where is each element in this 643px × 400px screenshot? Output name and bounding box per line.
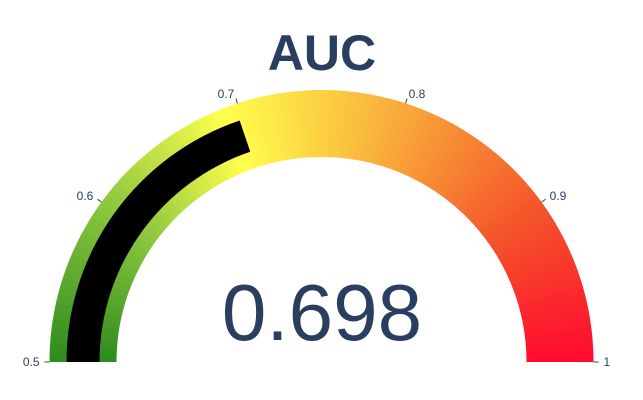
gauge-band-segment: [452, 152, 502, 209]
gauge-band-segment: [366, 96, 390, 164]
gauge-band-segment: [390, 106, 423, 172]
gauge-band-segment: [270, 93, 290, 161]
gauge-band-segment: [506, 246, 572, 281]
gauge-band-segment: [378, 100, 407, 168]
gauge-band-segment: [494, 216, 556, 258]
gauge-tick-label: 0.7: [218, 87, 235, 101]
gauge-band-segment: [253, 96, 278, 164]
gauge-band-segment: [327, 90, 340, 158]
gauge-band-segment: [509, 253, 575, 287]
gauge-band-segment: [359, 94, 382, 163]
gauge-band-segment: [483, 195, 542, 242]
gauge-band-segment: [520, 294, 588, 318]
gauge-tick-label: 0.9: [550, 189, 567, 203]
gauge-tick-mark: [97, 198, 102, 203]
gauge-band-segment: [304, 90, 316, 158]
gauge-band-segment: [408, 115, 446, 180]
gauge-band-segment: [524, 327, 593, 344]
gauge-band-segment: [516, 277, 583, 306]
gauge-band-segment: [384, 103, 415, 170]
gauge-band-segment: [487, 202, 547, 248]
gauge-band-segment: [287, 91, 303, 159]
gauge-band-segment: [491, 209, 552, 253]
gauge-ticks: 0.5 0.6 0.7 0.8 0.9 1: [23, 87, 611, 369]
gauge-band-segment: [457, 157, 509, 213]
gauge-band-segment: [237, 100, 265, 168]
gauge-band-segment: [461, 163, 515, 218]
gauge-band-segment: [278, 92, 297, 160]
gauge-band-segment: [447, 147, 496, 205]
gauge-band-segment: [518, 286, 586, 312]
gauge-value-bar: [66, 120, 251, 362]
gauge-tick-label: 1: [604, 355, 611, 369]
gauge-band-segment: [414, 119, 454, 183]
gauge-tick-mark: [405, 98, 408, 104]
gauge-band-segment: [402, 112, 438, 177]
gauge-band-segment: [334, 90, 348, 158]
gauge-band-segment: [522, 311, 591, 331]
gauge-band-segment: [312, 89, 323, 158]
gauge-band-segment: [340, 91, 357, 159]
gauge-band-segment: [475, 182, 532, 232]
gauge-tick-label: 0.6: [77, 189, 94, 203]
gauge-band-segment: [436, 137, 482, 197]
gauge-band-segment: [526, 353, 594, 362]
gauge-value-label: 0.698: [222, 268, 422, 357]
gauge-band-segment: [470, 175, 526, 227]
gauge-band-segment: [420, 123, 461, 186]
gauge-band-segment: [497, 223, 561, 264]
gauge-band-segment: [466, 169, 521, 222]
gauge-band-segment: [353, 93, 374, 161]
gauge-band-segment: [441, 141, 489, 201]
gauge-band-segment: [526, 344, 594, 356]
gauge-band-segment: [425, 127, 468, 190]
gauge-band-segment: [347, 92, 365, 160]
gauge-tick-label: 0.8: [409, 87, 426, 101]
gauge-band-segment: [245, 98, 271, 166]
gauge-band-segment: [504, 238, 568, 276]
gauge-tick-mark: [235, 98, 238, 104]
gauge-band-segment: [262, 94, 284, 162]
gauge-band-segment: [523, 319, 592, 337]
chart-title: AUC: [268, 25, 376, 81]
gauge-band-segment: [521, 302, 589, 324]
gauge-band-segment: [372, 98, 398, 166]
gauge-tick-label: 0.5: [23, 355, 40, 369]
gauge-band-segment: [479, 188, 537, 237]
gauge-band-segment: [431, 132, 475, 193]
gauge-tick-mark: [541, 198, 546, 203]
gauge-band-segment: [501, 230, 565, 270]
gauge-band-segment: [512, 261, 578, 293]
gauge-band-segment: [514, 269, 581, 300]
gauge-band-segment: [321, 90, 331, 158]
gauge-band-segment: [396, 109, 431, 175]
